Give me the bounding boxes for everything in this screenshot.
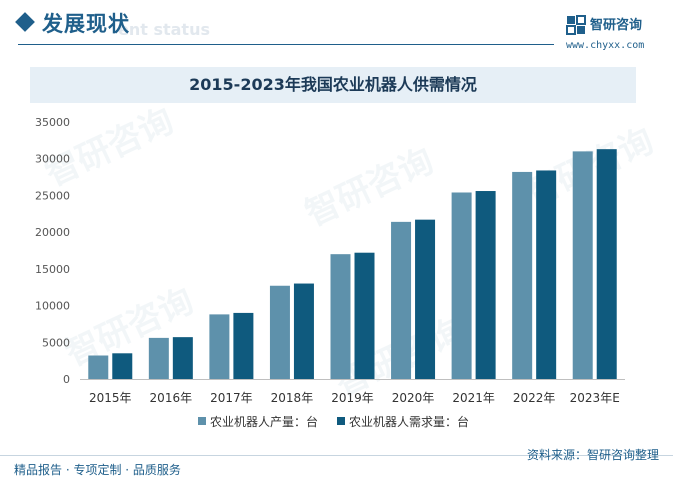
section-title: 发展现状 [42, 12, 130, 36]
legend-swatch [337, 417, 345, 425]
footer-divider [0, 455, 673, 456]
bar-production [451, 192, 472, 379]
bar-demand [233, 312, 254, 379]
source-note: 资料来源：智研咨询整理 [526, 448, 659, 462]
bar-production [512, 171, 533, 379]
bar-demand [536, 170, 557, 379]
x-tick-label: 2021年 [452, 391, 495, 405]
bar-demand [172, 337, 193, 379]
y-tick-label: 5000 [42, 336, 70, 349]
x-tick-label: 2015年 [89, 391, 132, 405]
y-tick-label: 15000 [35, 263, 70, 276]
y-tick-label: 0 [63, 373, 70, 386]
section-subtitle: ent status [118, 20, 210, 39]
legend-label: 农业机器人产量：台 [210, 414, 318, 429]
bar-production [269, 285, 290, 379]
x-tick-label: 2019年 [331, 391, 374, 405]
x-tick-label: 2016年 [150, 391, 193, 405]
x-tick-label: 2023年E [570, 391, 620, 405]
header: ent status 发展现状 智研咨询 www.chyxx.com [0, 0, 673, 52]
y-tick-label: 35000 [35, 116, 70, 129]
legend-label: 农业机器人需求量：台 [349, 414, 469, 429]
bar-production [391, 221, 412, 379]
bar-demand [475, 191, 496, 379]
y-tick-label: 20000 [35, 226, 70, 239]
x-tick-label: 2020年 [392, 391, 435, 405]
y-tick-label: 10000 [35, 300, 70, 313]
bar-demand [112, 353, 133, 379]
logo-icon [566, 15, 586, 35]
y-tick-label: 25000 [35, 189, 70, 202]
logo-text: 智研咨询 [590, 18, 643, 33]
chart-title-bar: 2015-2023年我国农业机器人供需情况 [30, 67, 636, 103]
bar-demand [415, 219, 436, 379]
bar-demand [293, 283, 314, 379]
legend-swatch [198, 417, 206, 425]
bar-production [330, 254, 351, 379]
bar-production [572, 151, 593, 379]
logo-url: www.chyxx.com [566, 40, 645, 51]
bar-production [88, 355, 109, 379]
x-tick-label: 2018年 [271, 391, 314, 405]
footer-tagline: 精品报告 · 专项定制 · 品质服务 [14, 463, 181, 477]
x-tick-label: 2017年 [210, 391, 253, 405]
x-tick-label: 2022年 [513, 391, 556, 405]
bar-demand [354, 252, 375, 379]
chart-title: 2015-2023年我国农业机器人供需情况 [189, 75, 477, 94]
header-divider [18, 44, 554, 45]
bar-production [148, 337, 169, 379]
y-tick-label: 30000 [35, 153, 70, 166]
bar-demand [596, 149, 617, 379]
bar-production [209, 314, 230, 379]
